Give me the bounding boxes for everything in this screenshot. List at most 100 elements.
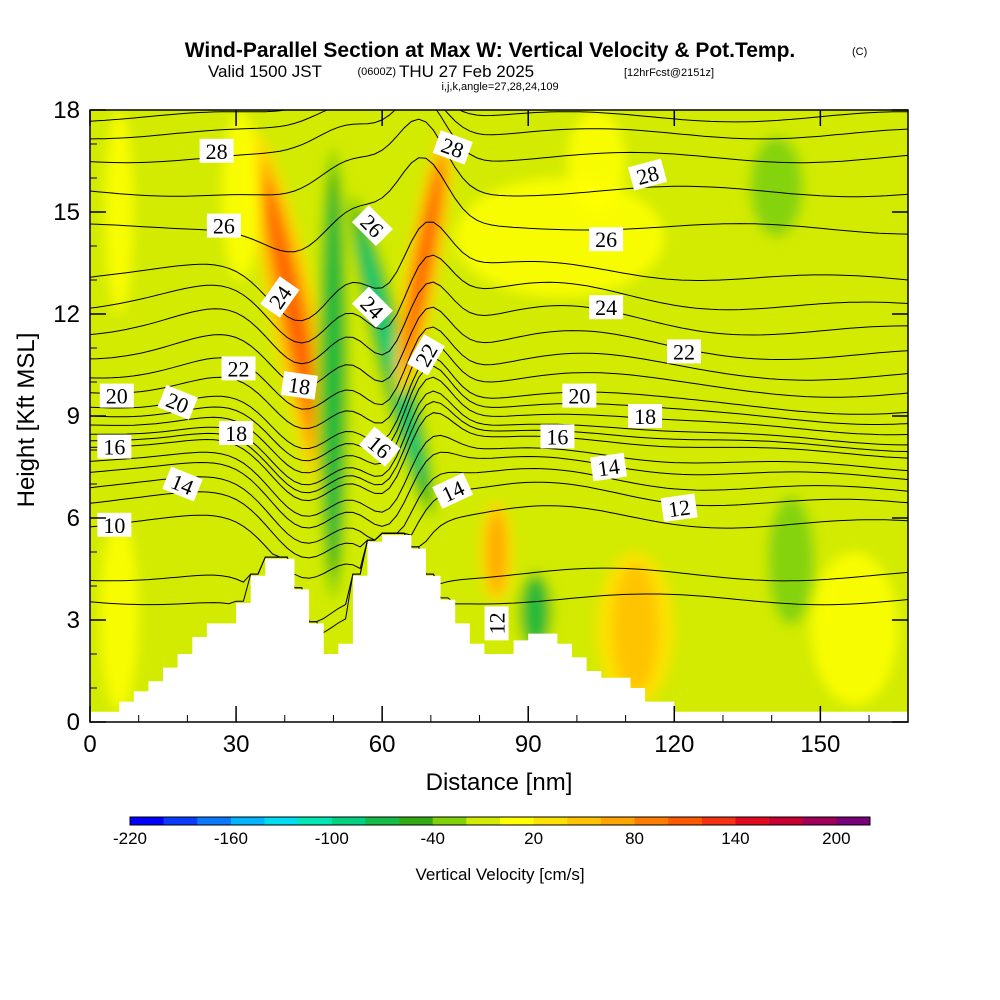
colorbar-swatch — [163, 817, 198, 825]
isentrope-30 — [90, 110, 908, 140]
x-tick-label: 90 — [515, 731, 542, 758]
w-feature-weak-updraft — [455, 178, 665, 297]
isentrope-8 — [90, 532, 908, 634]
contour-label-text: 16 — [103, 435, 125, 460]
subtitle-valid: Valid 1500 JST — [208, 62, 322, 81]
contour-label-text: 28 — [206, 139, 228, 164]
subtitle-params: i,j,k,angle=27,28,24,109 — [441, 81, 558, 93]
colorbar: -220 -160 -100 -40 20 80 140 200 — [113, 816, 871, 848]
contour-label-text: 18 — [225, 421, 247, 446]
y-tick-label: 0 — [67, 709, 80, 736]
contour-label: 20 — [562, 383, 597, 409]
contour-label-box — [206, 213, 241, 238]
x-tick-label: 60 — [369, 731, 396, 758]
colorbar-swatch — [533, 817, 568, 825]
contour-label-box — [484, 606, 509, 641]
colorbar-swatch — [264, 817, 299, 825]
colorbar-tick-label: 80 — [625, 829, 644, 848]
isentrope-14 — [90, 434, 908, 517]
colorbar-swatch — [802, 817, 837, 825]
isentrope-31 — [90, 110, 908, 123]
colorbar-swatch — [399, 817, 434, 825]
contour-label: 20 — [99, 383, 134, 409]
subtitle-date: THU 27 Feb 2025 — [399, 62, 534, 81]
contour-label-text: 10 — [103, 513, 125, 538]
contour-label-text: 22 — [228, 356, 250, 381]
isentrope-10 — [90, 505, 908, 579]
colorbar-title: Vertical Velocity [cm/s] — [415, 865, 584, 884]
colorbar-tick-label: -100 — [315, 829, 349, 848]
contour-label-box — [351, 286, 393, 328]
contour-label-box — [157, 384, 198, 420]
colorbar-swatch — [230, 817, 265, 825]
colorbar-tick-label: -160 — [214, 829, 248, 848]
colorbar-swatch — [735, 817, 770, 825]
y-tick-label: 3 — [67, 607, 80, 634]
contour-label-box — [589, 227, 624, 252]
contour-label-box — [162, 466, 203, 502]
w-feature-weak-updraft — [99, 518, 139, 712]
w-feature-weak-updraft — [810, 552, 899, 705]
contour-label: 18 — [628, 404, 663, 429]
subtitle-utc: (0600Z) — [357, 66, 396, 78]
isentrope-23 — [90, 306, 908, 388]
x-tick-label: 120 — [654, 731, 694, 758]
colorbar-tick-label: 200 — [822, 829, 850, 848]
w-feature-downdraft — [750, 136, 803, 237]
contour-label: 18 — [219, 421, 254, 446]
contour-label-text: 24 — [595, 295, 617, 320]
contour-label-text: 26 — [213, 214, 235, 239]
contour-label: 18 — [280, 371, 318, 400]
colorbar-tick-label: -220 — [113, 829, 147, 848]
contour-label-box — [660, 493, 698, 523]
colorbar-swatch — [836, 817, 871, 825]
contour-label-text: 20 — [106, 384, 128, 409]
colorbar-swatch — [701, 817, 736, 825]
x-tick-label: 30 — [223, 731, 250, 758]
contour-label-text: 14 — [596, 454, 621, 482]
contour-label: 12 — [484, 606, 510, 641]
potential-temperature-contours — [90, 110, 908, 634]
w-feature-updraft — [611, 564, 659, 693]
contour-label-box — [627, 158, 668, 191]
contour-label-box — [540, 424, 575, 449]
isentrope-12 — [90, 467, 908, 544]
colorbar-frame — [129, 816, 871, 826]
isentrope-19 — [90, 365, 908, 462]
contour-label: 28 — [199, 138, 234, 164]
contour-label-box — [351, 205, 393, 247]
axes: 0 30 60 90 120 150 0 3 6 9 12 15 18 — [53, 97, 908, 758]
isentrope-9 — [90, 532, 908, 623]
isentrope-28 — [90, 118, 908, 198]
x-tick-label: 0 — [83, 731, 96, 758]
x-axis-label: Distance [nm] — [426, 769, 573, 796]
contour-label-text: 18 — [634, 404, 656, 429]
contour-label: 24 — [589, 295, 624, 320]
colorbar-swatch — [298, 817, 333, 825]
colorbar-swatch — [600, 817, 635, 825]
w-feature-weak-updraft — [104, 110, 134, 314]
y-tick-label: 12 — [53, 301, 80, 328]
w-feature-downdraft — [528, 580, 543, 643]
contour-label-box — [358, 426, 401, 467]
y-tick-label: 15 — [53, 199, 80, 226]
isentrope-26 — [90, 221, 908, 322]
contour-label-box — [280, 371, 318, 400]
y-axis-label: Height [Kft MSL] — [13, 333, 40, 508]
contour-label-text: 12 — [667, 494, 692, 522]
contour-label: 26 — [206, 213, 241, 239]
contour-label-box — [99, 383, 134, 408]
contour-label: 14 — [590, 452, 628, 482]
colorbar-swatch — [500, 817, 534, 825]
colorbar-swatch — [130, 817, 164, 825]
contour-label-box — [260, 276, 300, 318]
colorbar-swatch — [466, 817, 501, 825]
y-tick-label: 9 — [67, 403, 80, 430]
contour-label-text: 22 — [673, 339, 695, 364]
y-tick-label: 18 — [53, 97, 80, 124]
colorbar-swatch — [365, 817, 400, 825]
contour-label-text: 26 — [595, 227, 617, 252]
isentrope-18 — [90, 376, 908, 474]
